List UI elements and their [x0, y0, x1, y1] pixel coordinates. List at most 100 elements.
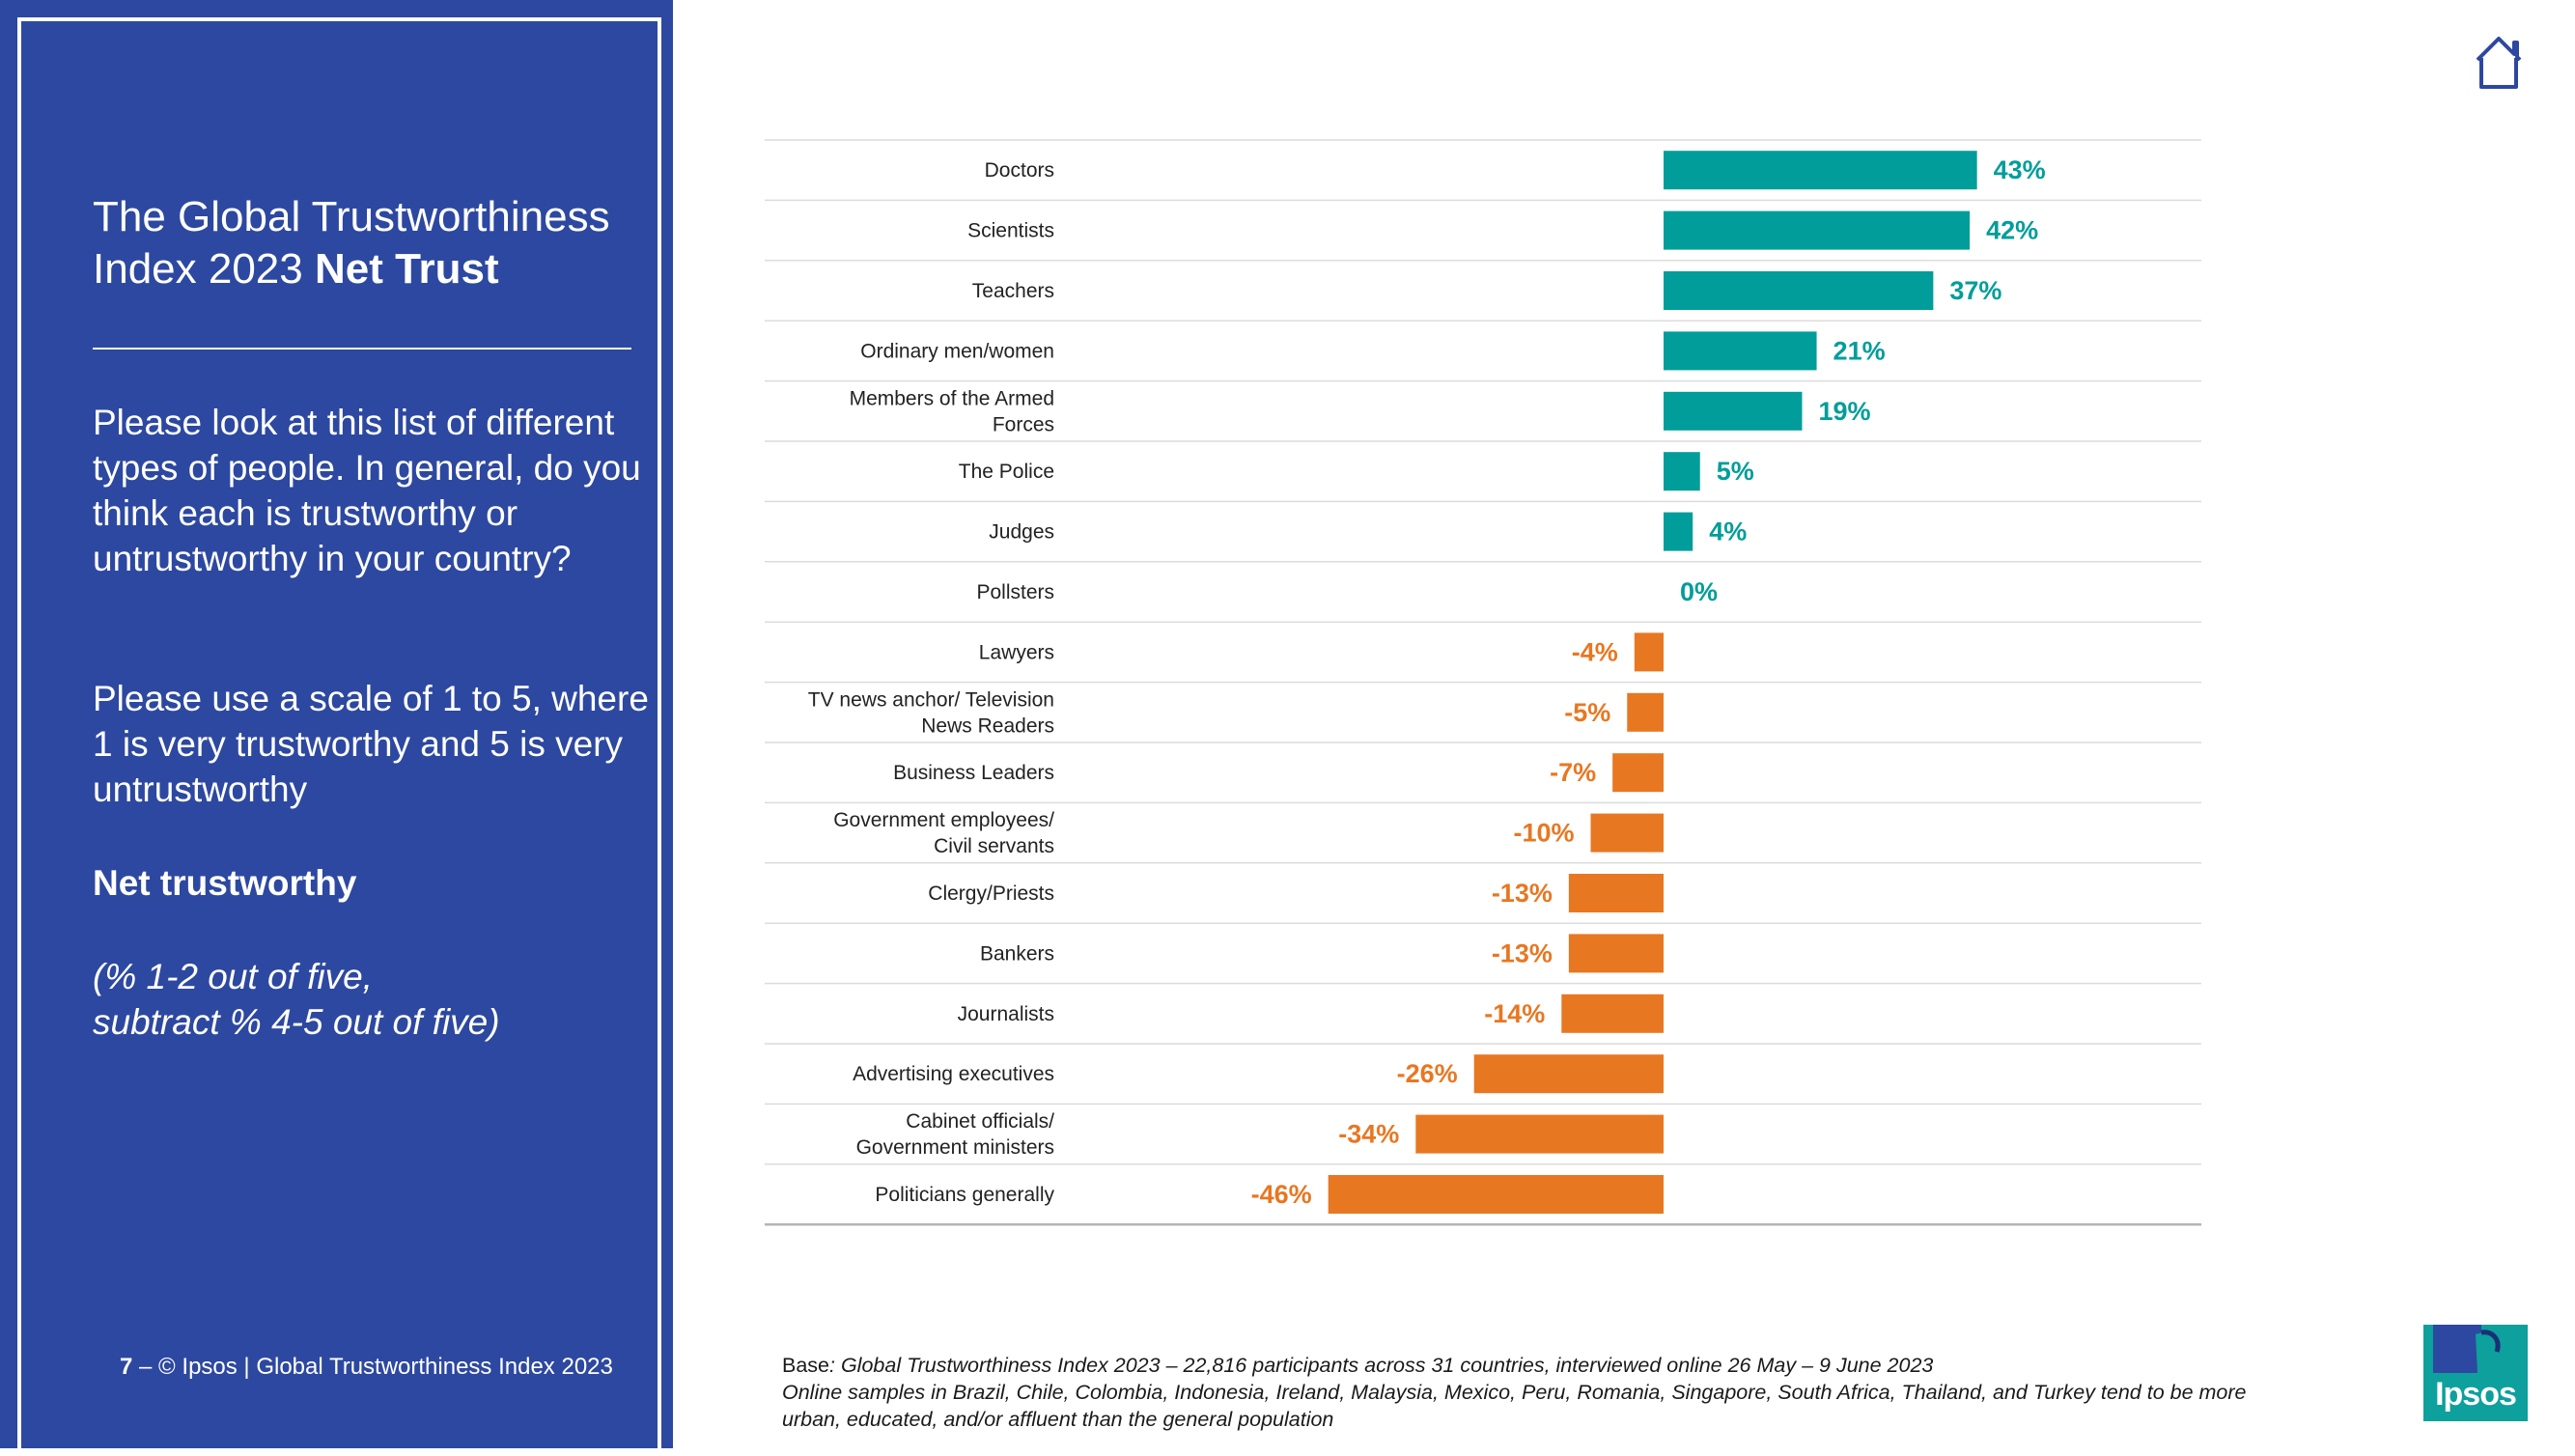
category-label: Doctors [985, 159, 1054, 182]
category-label: Teachers [972, 280, 1054, 302]
value-label: -10% [1513, 819, 1574, 848]
category-label: Advertising executives [853, 1063, 1054, 1085]
category-label-line: Government ministers [856, 1136, 1054, 1159]
category-label: Lawyers [979, 641, 1054, 663]
sample-note: Online samples in Brazil, Chile, Colombi… [782, 1381, 2247, 1431]
value-label: 37% [1949, 276, 2001, 305]
net-trustworthy-label: Net trustworthy [93, 863, 357, 903]
value-label: -34% [1338, 1120, 1399, 1149]
category-label-line: News Readers [921, 714, 1054, 737]
data-bar [1664, 452, 1700, 491]
category-label: Government employees/Civil servants [833, 809, 1054, 857]
category-label-line: Bankers [980, 942, 1054, 965]
ipsos-logo-icon: Ipsos [2423, 1325, 2528, 1421]
data-bar [1415, 1114, 1664, 1154]
value-label: 19% [1818, 397, 1870, 426]
category-label: Pollsters [976, 581, 1054, 603]
value-label: -7% [1550, 758, 1596, 787]
category-label-line: Scientists [967, 220, 1054, 242]
base-footnote-line2: Online samples in Brazil, Chile, Colombi… [782, 1379, 2288, 1433]
category-label: Judges [989, 521, 1054, 544]
category-label-line: Government employees/ [833, 809, 1054, 831]
data-bar [1561, 994, 1664, 1033]
data-bar [1568, 874, 1664, 912]
data-bar [1664, 512, 1693, 551]
category-label-line: The Police [959, 461, 1054, 483]
calculation-note-line2: subtract % 4-5 out of five) [93, 1002, 500, 1042]
logo-head-mark [2423, 1325, 2528, 1377]
page-title: The Global Trustworthiness Index 2023 Ne… [93, 191, 653, 295]
base-prefix: Base [782, 1354, 830, 1377]
net-trust-bar-chart: Doctors 43% Scientists 42% Teachers 37% Ordina… [765, 139, 2201, 1226]
data-bar [1612, 753, 1664, 793]
value-label: 0% [1680, 577, 1718, 606]
category-label-line: Business Leaders [893, 762, 1054, 784]
data-bar [1664, 331, 1817, 371]
category-label-line: TV news anchor/ Television [808, 688, 1054, 711]
data-bar [1664, 271, 1934, 310]
question-text: Please look at this list of different ty… [93, 403, 641, 578]
calculation-note-line1: (% 1-2 out of five, [93, 957, 373, 996]
category-label: Bankers [980, 942, 1054, 965]
category-label-line: Lawyers [979, 641, 1054, 663]
category-label-line: Doctors [985, 159, 1054, 182]
category-label: Journalists [958, 1003, 1054, 1025]
base-footnote: Base: Global Trustworthiness Index 2023 … [782, 1352, 2288, 1433]
logo-text: Ipsos [2435, 1376, 2517, 1413]
footer-text: – © Ipsos | Global Trustworthiness Index… [132, 1354, 613, 1380]
page-title-bold: Net Trust [314, 245, 499, 293]
calculation-note: (% 1-2 out of five, subtract % 4-5 out o… [93, 954, 500, 1045]
value-label: -13% [1492, 879, 1553, 908]
data-bar [1664, 151, 1977, 190]
data-bar [1590, 813, 1664, 853]
category-label: Clergy/Priests [928, 882, 1054, 905]
data-bar [1627, 692, 1664, 732]
home-icon[interactable] [2472, 33, 2526, 91]
category-label: The Police [959, 461, 1054, 483]
category-label-line: Members of the Armed [850, 387, 1054, 409]
value-label: 21% [1833, 336, 1886, 365]
value-label: 42% [1986, 216, 2038, 245]
value-label: -46% [1251, 1180, 1312, 1209]
category-label-line: Civil servants [934, 835, 1054, 857]
base-footnote-line1: Base: Global Trustworthiness Index 2023 … [782, 1352, 2288, 1379]
value-label: -14% [1484, 999, 1545, 1028]
page-number: 7 [120, 1354, 133, 1380]
category-label-line: Teachers [972, 280, 1054, 302]
title-divider [93, 348, 631, 350]
category-label-line: Judges [989, 521, 1054, 544]
category-label: Scientists [967, 220, 1054, 242]
value-label: -26% [1397, 1059, 1458, 1088]
category-label: TV news anchor/ Television News Readers [808, 688, 1054, 737]
category-label: Business Leaders [893, 762, 1054, 784]
value-label: 43% [1994, 155, 2046, 184]
category-label: Members of the Armed Forces [850, 387, 1054, 435]
value-label: -13% [1492, 938, 1553, 967]
category-label-line: Advertising executives [853, 1063, 1054, 1085]
sidebar-frame [17, 17, 661, 1456]
category-label-line: Politicians generally [875, 1184, 1054, 1206]
value-label: 5% [1717, 457, 1754, 486]
category-label-line: Ordinary men/women [860, 340, 1054, 362]
category-label-line: Clergy/Priests [928, 882, 1054, 905]
category-label: Cabinet officials/Government ministers [856, 1110, 1055, 1159]
data-bar [1634, 632, 1664, 672]
category-label-line: Cabinet officials/ [906, 1110, 1054, 1133]
data-bar [1328, 1175, 1664, 1214]
page-title-regular: The Global Trustworthiness Index 2023 [93, 193, 610, 293]
value-label: -5% [1564, 698, 1610, 727]
footer-credit: 7 – © Ipsos | Global Trustworthiness Ind… [120, 1354, 613, 1381]
data-bar [1664, 210, 1971, 250]
base-description: : Global Trustworthiness Index 2023 – 22… [829, 1354, 1934, 1377]
value-label: 4% [1709, 518, 1747, 546]
data-bar [1473, 1054, 1664, 1094]
category-label: Politicians generally [875, 1184, 1054, 1206]
sidebar-panel: The Global Trustworthiness Index 2023 Ne… [0, 0, 673, 1456]
category-label-line: Pollsters [976, 581, 1054, 603]
category-label: Ordinary men/women [860, 340, 1054, 362]
data-bar [1568, 934, 1664, 973]
category-label-line: Journalists [958, 1003, 1054, 1025]
value-label: -4% [1572, 637, 1618, 666]
data-bar [1664, 391, 1803, 431]
category-label-line: Forces [993, 413, 1054, 435]
